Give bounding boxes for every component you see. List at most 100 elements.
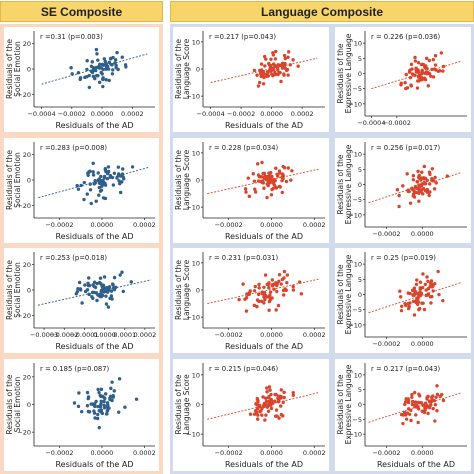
data-point xyxy=(409,84,414,88)
data-point xyxy=(404,303,408,308)
data-point xyxy=(99,387,104,392)
data-point xyxy=(412,195,417,199)
data-point xyxy=(265,70,270,74)
data-point xyxy=(255,73,259,77)
data-point xyxy=(109,394,113,399)
y-tick-label: 0 xyxy=(27,177,31,185)
data-point xyxy=(423,407,427,411)
data-point xyxy=(276,303,281,308)
data-point xyxy=(273,72,278,77)
data-point xyxy=(94,47,99,52)
y-tick-label: −10 xyxy=(186,204,200,212)
trend-line xyxy=(41,53,148,85)
data-point xyxy=(425,190,430,194)
correlation-annotation: r = 0.185 (p=0.087) xyxy=(40,365,110,373)
y-tick-label: 0 xyxy=(196,66,200,74)
data-point xyxy=(417,173,421,178)
y-tick-label: −20 xyxy=(17,429,31,437)
data-point xyxy=(112,389,116,393)
data-point xyxy=(95,281,99,286)
x-axis-label: Residuals of the AD xyxy=(225,121,303,130)
data-point xyxy=(279,412,284,417)
y-tick-label: 0 xyxy=(27,66,31,74)
data-point xyxy=(291,58,295,62)
data-point xyxy=(267,299,272,304)
data-point xyxy=(415,302,420,307)
data-point xyxy=(118,273,122,277)
y-tick-label: 20 xyxy=(23,373,31,381)
y-tick-label: 10 xyxy=(192,259,200,267)
data-point xyxy=(269,57,273,61)
y-axis-label-line-1: Residuals of the xyxy=(336,374,345,434)
y-axis-label: Residuals of theLanguage Score xyxy=(174,259,191,320)
data-point xyxy=(97,80,102,85)
data-point xyxy=(412,390,417,395)
y-tick-label: 5 xyxy=(358,166,362,174)
trend-line xyxy=(207,278,319,305)
data-point xyxy=(424,56,429,61)
data-point xyxy=(118,190,123,195)
y-tick-label: 10 xyxy=(192,38,200,46)
scatter-panel-lang-r4-c1: −10 0 10 −0.0002 0.0000 0.0002 Residuals of th… xyxy=(173,359,329,471)
data-point xyxy=(99,399,103,403)
data-point xyxy=(281,293,286,297)
x-tick-label: 0.0002 xyxy=(303,331,326,339)
correlation-annotation: r =0.31 (p=0.003) xyxy=(40,33,103,41)
data-point xyxy=(94,399,98,404)
data-point xyxy=(278,185,282,189)
data-point xyxy=(118,182,122,186)
data-point xyxy=(69,66,73,70)
data-point xyxy=(279,394,283,399)
scatter-panel-se-r1: −20 0 20 −0.0004 −0.0002 0.0000 0.0002 Residual… xyxy=(4,27,159,132)
data-point xyxy=(415,86,420,90)
data-point xyxy=(114,66,118,70)
data-point xyxy=(255,304,259,309)
data-point xyxy=(273,57,278,61)
data-point xyxy=(441,398,446,403)
data-point xyxy=(96,58,100,62)
data-point xyxy=(417,176,421,180)
y-axis-label-line-1: Residuals of the xyxy=(5,260,14,320)
data-point xyxy=(282,395,286,400)
data-point xyxy=(86,173,90,177)
data-point xyxy=(416,169,420,174)
data-point xyxy=(110,380,114,384)
data-point xyxy=(423,282,428,287)
data-point xyxy=(106,305,111,309)
data-point xyxy=(83,283,87,287)
data-point xyxy=(265,195,269,200)
data-point xyxy=(103,168,108,172)
data-point xyxy=(266,183,270,188)
data-point xyxy=(244,309,249,313)
data-point xyxy=(285,281,289,285)
data-point xyxy=(275,289,279,294)
data-point xyxy=(97,390,101,395)
data-point xyxy=(102,403,106,408)
y-tick-label: −5 xyxy=(352,196,362,204)
y-axis-label: Residuals of theSocial Emotion xyxy=(5,39,22,99)
data-point xyxy=(252,412,257,416)
data-point xyxy=(107,60,112,65)
y-axis-label-line-1: Residuals of the xyxy=(174,374,183,434)
data-point xyxy=(407,407,411,411)
data-point xyxy=(261,395,265,399)
data-point xyxy=(282,390,286,395)
data-point xyxy=(278,404,283,408)
data-point xyxy=(244,190,248,194)
data-point xyxy=(266,282,270,287)
data-point xyxy=(102,399,106,404)
data-point xyxy=(123,405,127,409)
x-tick-label: 0.0002 xyxy=(134,331,157,339)
data-point xyxy=(277,273,282,277)
data-point xyxy=(422,410,427,415)
correlation-annotation: r =0.217 (p=0.043) xyxy=(209,33,276,41)
data-point xyxy=(117,410,121,414)
y-axis-label-line-1: Residuals of the xyxy=(5,150,14,210)
data-point xyxy=(291,390,295,395)
data-point xyxy=(430,167,435,171)
data-point xyxy=(262,176,267,180)
x-tick-label: −0.0002 xyxy=(58,110,86,118)
data-point xyxy=(258,71,263,76)
data-point xyxy=(268,290,273,294)
data-point xyxy=(274,308,278,312)
